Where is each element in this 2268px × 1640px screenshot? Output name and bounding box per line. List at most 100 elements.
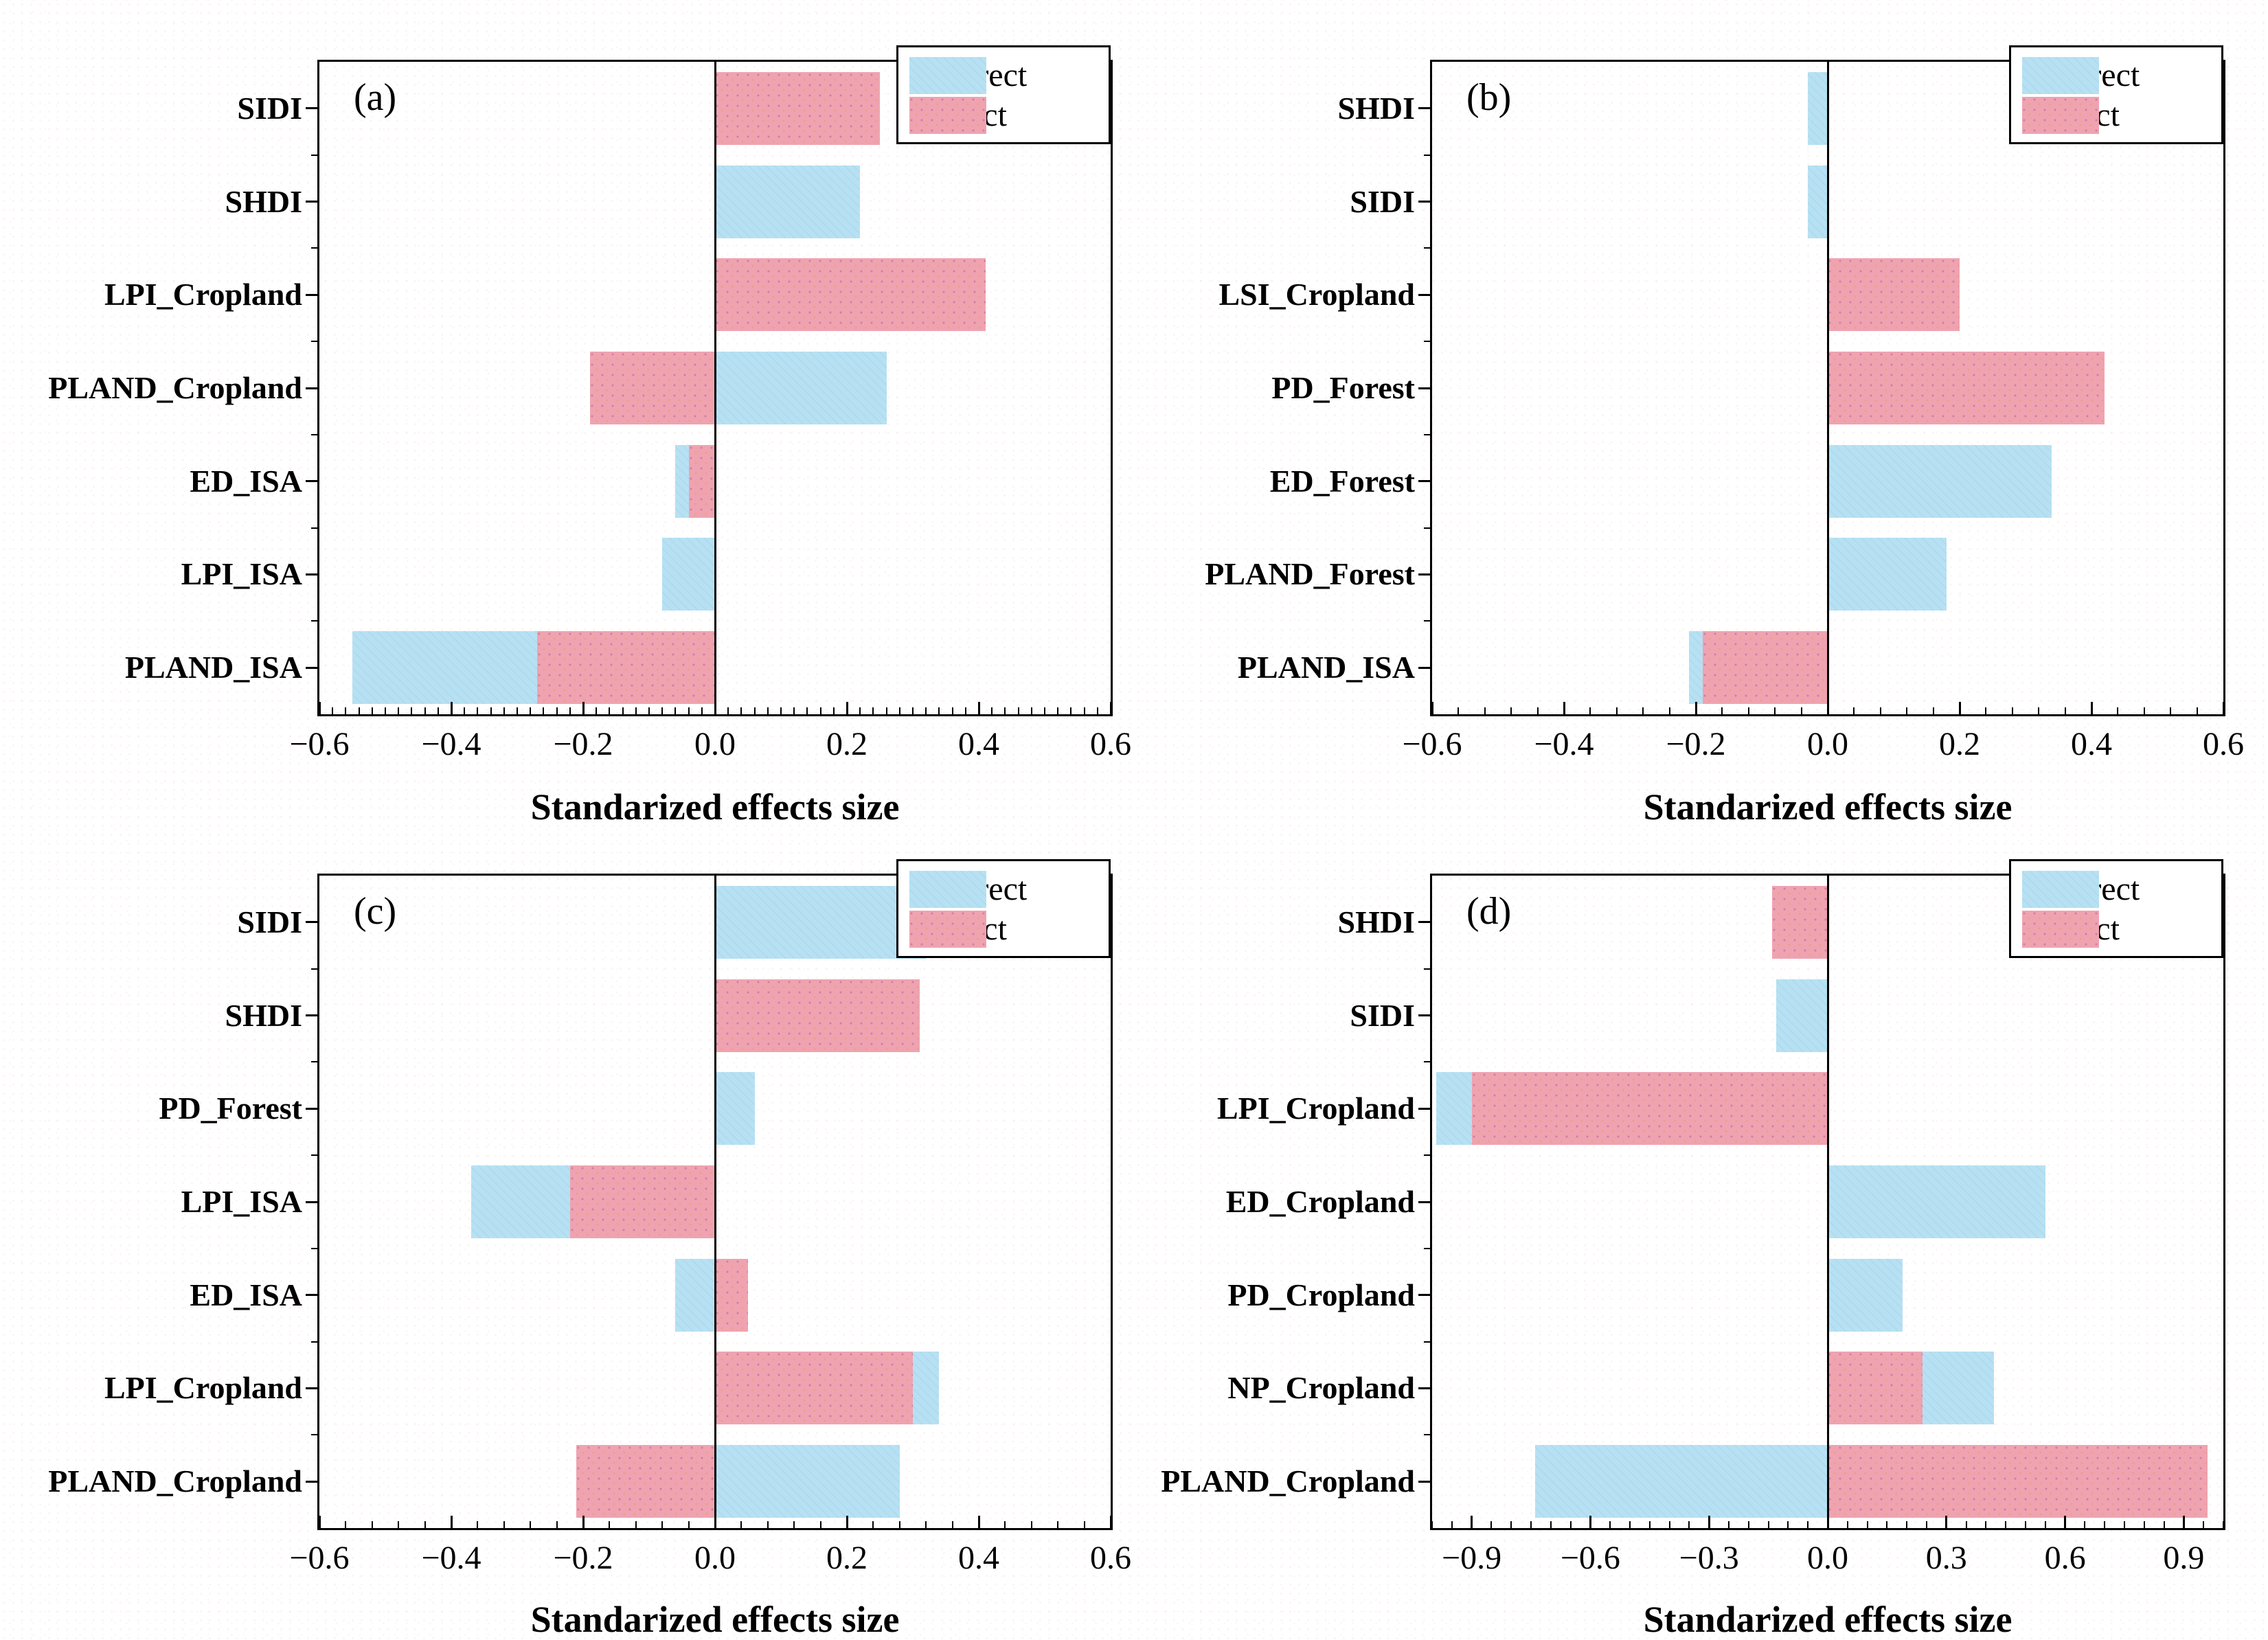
x-minor-tick [1096, 707, 1098, 714]
bar-indirect [675, 1258, 715, 1332]
bar-indirect [913, 1352, 940, 1425]
x-minor-tick [503, 1521, 505, 1528]
y-minor-tick [1424, 620, 1430, 622]
category-label: PLAND_ISA [1237, 650, 1415, 685]
y-major-tick [1418, 107, 1430, 110]
y-minor-tick [1424, 154, 1430, 156]
category-label: LPI_Cropland [104, 1370, 302, 1406]
category-label: PLAND_Cropland [1161, 1464, 1415, 1499]
y-major-tick [306, 480, 317, 483]
x-minor-tick [464, 707, 466, 714]
x-minor-tick [1017, 707, 1019, 714]
x-minor-tick [648, 707, 650, 714]
x-tick-label: 0.4 [958, 726, 999, 762]
x-minor-tick [503, 707, 505, 714]
category-label: PLAND_Cropland [48, 370, 302, 405]
x-minor-tick [1807, 1521, 1809, 1528]
bar-indirect [662, 538, 715, 611]
x-major-tick [2090, 702, 2093, 714]
x-minor-tick [1668, 707, 1670, 714]
x-minor-tick [964, 707, 966, 714]
y-minor-tick [1424, 1247, 1430, 1249]
bar-direct [576, 1445, 715, 1518]
x-minor-tick [1004, 1521, 1006, 1528]
x-minor-tick [1530, 1521, 1532, 1528]
x-minor-tick [951, 707, 953, 714]
x-minor-tick [1721, 707, 1723, 714]
x-minor-tick [661, 707, 664, 714]
x-minor-tick [345, 1521, 347, 1528]
bar-indirect [1776, 979, 1828, 1052]
category-label: ED_Cropland [1225, 1184, 1415, 1219]
x-axis-title: Standarized effects size [530, 1599, 900, 1640]
panel-d-letter: (d) [1466, 890, 1512, 933]
x-minor-tick [872, 707, 874, 714]
x-minor-tick [1906, 707, 1908, 714]
x-minor-tick [819, 1521, 821, 1528]
x-minor-tick [1510, 707, 1512, 714]
category-label: LPI_ISA [181, 1184, 302, 1219]
direct-swatch-icon [2022, 97, 2099, 134]
y-minor-tick [1424, 341, 1430, 343]
y-minor-tick [1424, 433, 1430, 435]
indirect-swatch-icon [2022, 57, 2099, 94]
x-minor-tick [2038, 707, 2040, 714]
bar-direct [536, 631, 715, 705]
x-minor-tick [530, 1521, 532, 1528]
x-minor-tick [885, 707, 887, 714]
category-label: PD_Forest [159, 1091, 302, 1126]
x-tick-label: 0.6 [1090, 1540, 1131, 1576]
x-major-tick [450, 1516, 453, 1528]
category-label: PLAND_Forest [1205, 556, 1415, 592]
bar-indirect [1534, 1445, 1828, 1518]
legend-row-direct: Direct [2022, 97, 2221, 134]
x-tick-label: 0.0 [694, 726, 736, 762]
panel-c-letter: (c) [354, 890, 397, 933]
legend: Indirect Direct [2009, 45, 2223, 144]
x-minor-tick [701, 707, 703, 714]
category-label: LPI_Cropland [1216, 1091, 1415, 1126]
zero-axis-line [714, 62, 716, 714]
x-tick-label: −0.6 [289, 1540, 350, 1576]
x-major-tick [1109, 702, 1112, 714]
category-label: SHDI [225, 997, 302, 1033]
x-minor-tick [1853, 707, 1855, 714]
x-minor-tick [2104, 1521, 2106, 1528]
y-minor-tick [1424, 1154, 1430, 1157]
x-minor-tick [2196, 707, 2198, 714]
x-minor-tick [1030, 1521, 1032, 1528]
direct-swatch-icon [2022, 911, 2099, 948]
x-minor-tick [1057, 707, 1059, 714]
bar-direct [1772, 885, 1828, 959]
y-minor-tick [1424, 527, 1430, 529]
x-tick-label: 0.2 [826, 1540, 867, 1576]
x-tick-label: −0.6 [1560, 1540, 1620, 1576]
x-major-tick [1563, 702, 1565, 714]
y-major-tick [306, 1014, 317, 1017]
y-major-tick [1418, 480, 1430, 483]
x-minor-tick [1800, 707, 1802, 714]
x-minor-tick [1431, 1521, 1433, 1528]
x-minor-tick [2223, 1521, 2224, 1528]
y-minor-tick [311, 1341, 317, 1343]
category-label: SIDI [1350, 997, 1415, 1033]
x-tick-label: −0.6 [1402, 726, 1462, 762]
y-minor-tick [311, 1061, 317, 1063]
category-label: LPI_ISA [181, 556, 302, 592]
x-minor-tick [1985, 1521, 1987, 1528]
x-minor-tick [912, 707, 914, 714]
bar-direct [715, 1258, 748, 1332]
x-minor-tick [1866, 1521, 1868, 1528]
y-minor-tick [1424, 1061, 1430, 1063]
x-minor-tick [1030, 707, 1032, 714]
bar-direct [715, 1352, 913, 1425]
x-major-tick [582, 1516, 585, 1528]
x-minor-tick [1458, 707, 1460, 714]
y-major-tick [1418, 1294, 1430, 1297]
direct-swatch-icon [909, 911, 986, 948]
bar-indirect [352, 631, 537, 705]
bar-direct [589, 352, 715, 424]
x-minor-tick [1004, 707, 1006, 714]
x-major-tick [846, 1516, 848, 1528]
